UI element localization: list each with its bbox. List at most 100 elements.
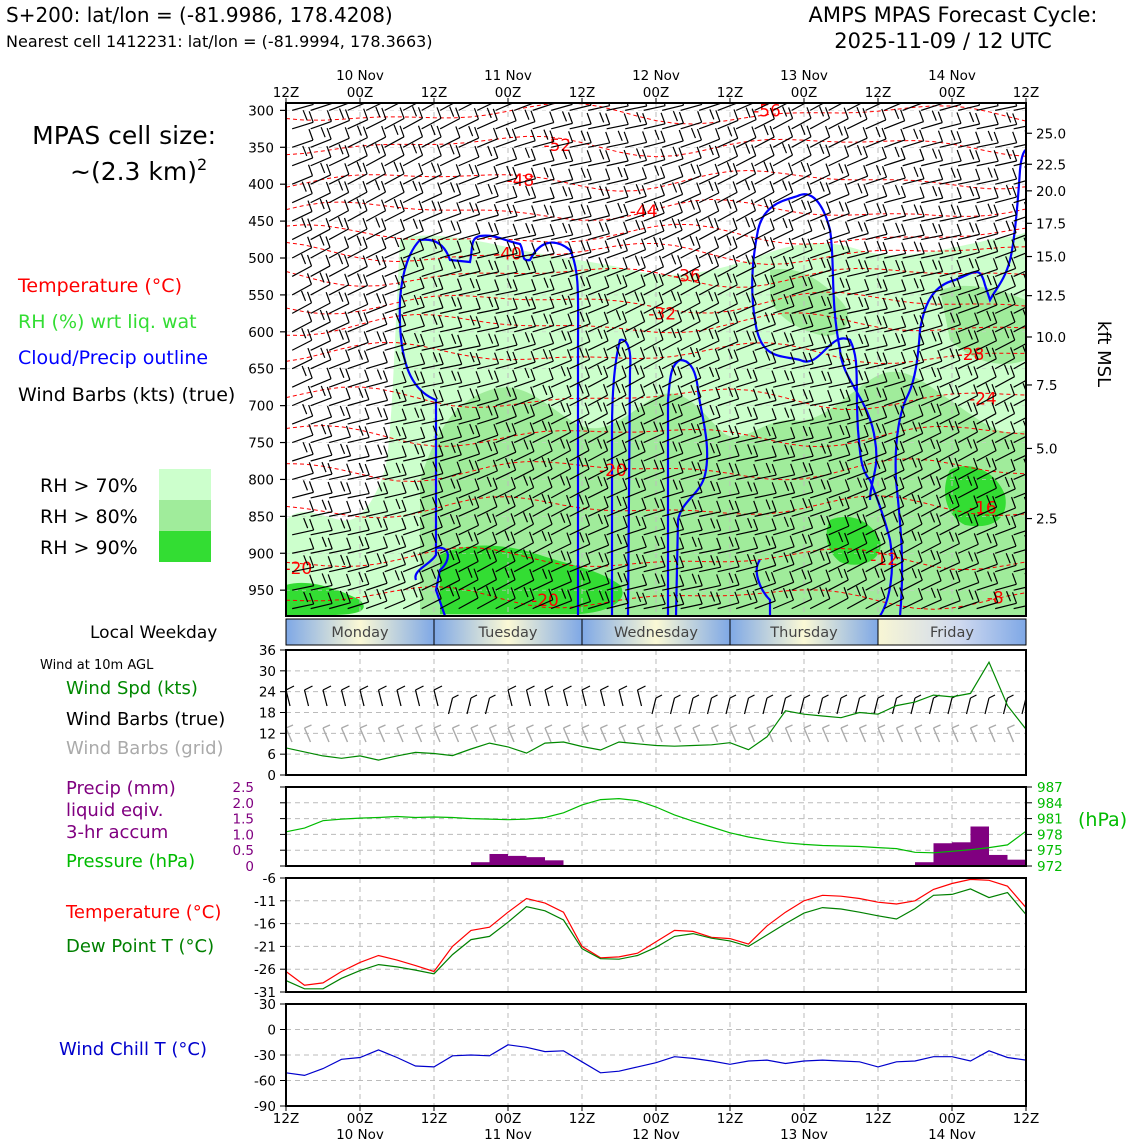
- wind-barb: [883, 597, 904, 610]
- wind-barb-flag: [839, 388, 845, 400]
- wind-barb-flag: [691, 536, 697, 548]
- wind-barb-flag: [782, 106, 788, 117]
- wind-barb-flag: [771, 332, 777, 344]
- wind-barb: [717, 511, 740, 517]
- wind-barb-flag: [641, 573, 648, 586]
- wind-barb-flag: [640, 292, 646, 304]
- wind-barb: [791, 306, 813, 314]
- wind-barb: [495, 451, 517, 462]
- wind-barb-flag: [747, 481, 753, 492]
- wind-barb: [495, 158, 517, 167]
- wind-barb: [1013, 361, 1026, 370]
- wind-barb: [532, 307, 555, 314]
- wind-barb-flag: [770, 294, 776, 306]
- wind-barb: [865, 579, 886, 591]
- wind-barb: [440, 436, 462, 444]
- wind-barb: [994, 431, 1015, 444]
- wind-barb-flag: [383, 482, 389, 494]
- wind-barb: [458, 156, 480, 167]
- wind-barb-flag: [881, 441, 887, 454]
- wind-barb: [403, 491, 425, 499]
- wind-barb-flag: [931, 148, 938, 159]
- wind-barb: [292, 585, 314, 591]
- wind-barb-flag: [744, 179, 751, 191]
- wind-barb: [809, 562, 831, 573]
- surface-barb-true: [854, 697, 861, 715]
- surface-barb-true-flag: [711, 694, 718, 699]
- wind-barb-flag: [511, 109, 517, 121]
- wind-barb: [791, 344, 814, 351]
- wind-barb: [329, 474, 351, 481]
- wind-barb: [662, 547, 684, 554]
- wind-barb: [810, 472, 832, 481]
- wind-barb-flag: [985, 382, 991, 394]
- wind-barb: [939, 216, 962, 222]
- wind-barb-flag: [882, 204, 888, 216]
- wind-barb-flag: [636, 112, 642, 123]
- wind-barb-flag: [695, 273, 701, 285]
- wind-barb-flag: [827, 426, 833, 438]
- wind-barb: [328, 379, 351, 388]
- wind-barb-flag: [1030, 498, 1034, 509]
- wind-barb: [347, 455, 370, 462]
- wind-barb-flag: [605, 168, 611, 180]
- wind-barb: [865, 119, 887, 130]
- time-height-panel: -52-48-44-40-36-32-28-24-20-20-20-16-12-…: [248, 91, 1114, 617]
- wind-barb-flag: [362, 236, 368, 248]
- wind-barb: [587, 250, 610, 259]
- wind-barb-flag: [1010, 458, 1016, 471]
- wind-barb-flag: [604, 222, 610, 234]
- wind-barb-flag: [752, 91, 756, 102]
- surface-barb-true: [836, 697, 842, 715]
- wind-barb-flag: [438, 371, 444, 384]
- surface-barb-true-flag: [322, 685, 332, 691]
- wind-barb: [921, 141, 943, 148]
- precip-bar: [915, 862, 934, 866]
- wind-barb-flag: [993, 113, 999, 125]
- wind-barb-flag: [987, 239, 993, 250]
- wind-barb: [384, 229, 405, 241]
- wind-barb-flag: [414, 407, 420, 418]
- wind-barb-flag: [306, 291, 313, 304]
- wind-barb-flag: [660, 130, 666, 142]
- surface-barb-true: [525, 689, 532, 707]
- wind-barb: [458, 579, 479, 591]
- wind-barb-flag: [858, 370, 864, 381]
- wind-barb-flag: [771, 408, 777, 420]
- wind-barb-flag: [882, 241, 888, 254]
- wind-barb: [532, 141, 555, 148]
- wind-barb-flag: [401, 517, 407, 530]
- wind-barb-flag: [492, 108, 498, 121]
- wind-barb-flag: [672, 182, 678, 193]
- wind-barb-flag: [598, 552, 604, 563]
- surface-barb-true-flag: [655, 694, 663, 699]
- wind-barb: [939, 179, 962, 185]
- wind-barb-flag: [357, 311, 363, 322]
- wind-barb-flag: [400, 294, 407, 307]
- wind-barb: [495, 415, 517, 425]
- wind-barb-flag: [438, 315, 444, 327]
- wind-barb-flag: [808, 295, 814, 308]
- wind-barb: [773, 492, 795, 499]
- surface-barb-true-flag: [507, 685, 517, 691]
- kft-tick-label: 15.0: [1036, 250, 1066, 266]
- wind-barb-flag: [381, 107, 387, 120]
- wind-barb: [791, 117, 812, 130]
- wind-barb-flag: [900, 147, 906, 160]
- wind-barb: [976, 286, 998, 296]
- wind-barb-flag: [309, 537, 315, 549]
- wind-barb-flag: [801, 533, 807, 544]
- wind-barb-flag: [975, 186, 981, 199]
- wind-barb-flag: [993, 240, 999, 252]
- surface-barb-grid-flag: [581, 724, 590, 729]
- wind-barb: [310, 210, 331, 222]
- legend-temperature: Temperature (°C): [17, 275, 182, 297]
- wind-barb-flag: [615, 309, 621, 321]
- wind-barb: [717, 322, 738, 333]
- wind-barb: [606, 602, 629, 610]
- wind-barb-flag: [820, 514, 826, 526]
- wind-barb-flag: [918, 368, 924, 381]
- wind-barb: [476, 506, 498, 517]
- wind-barb: [365, 136, 386, 148]
- wind-barb: [532, 396, 554, 407]
